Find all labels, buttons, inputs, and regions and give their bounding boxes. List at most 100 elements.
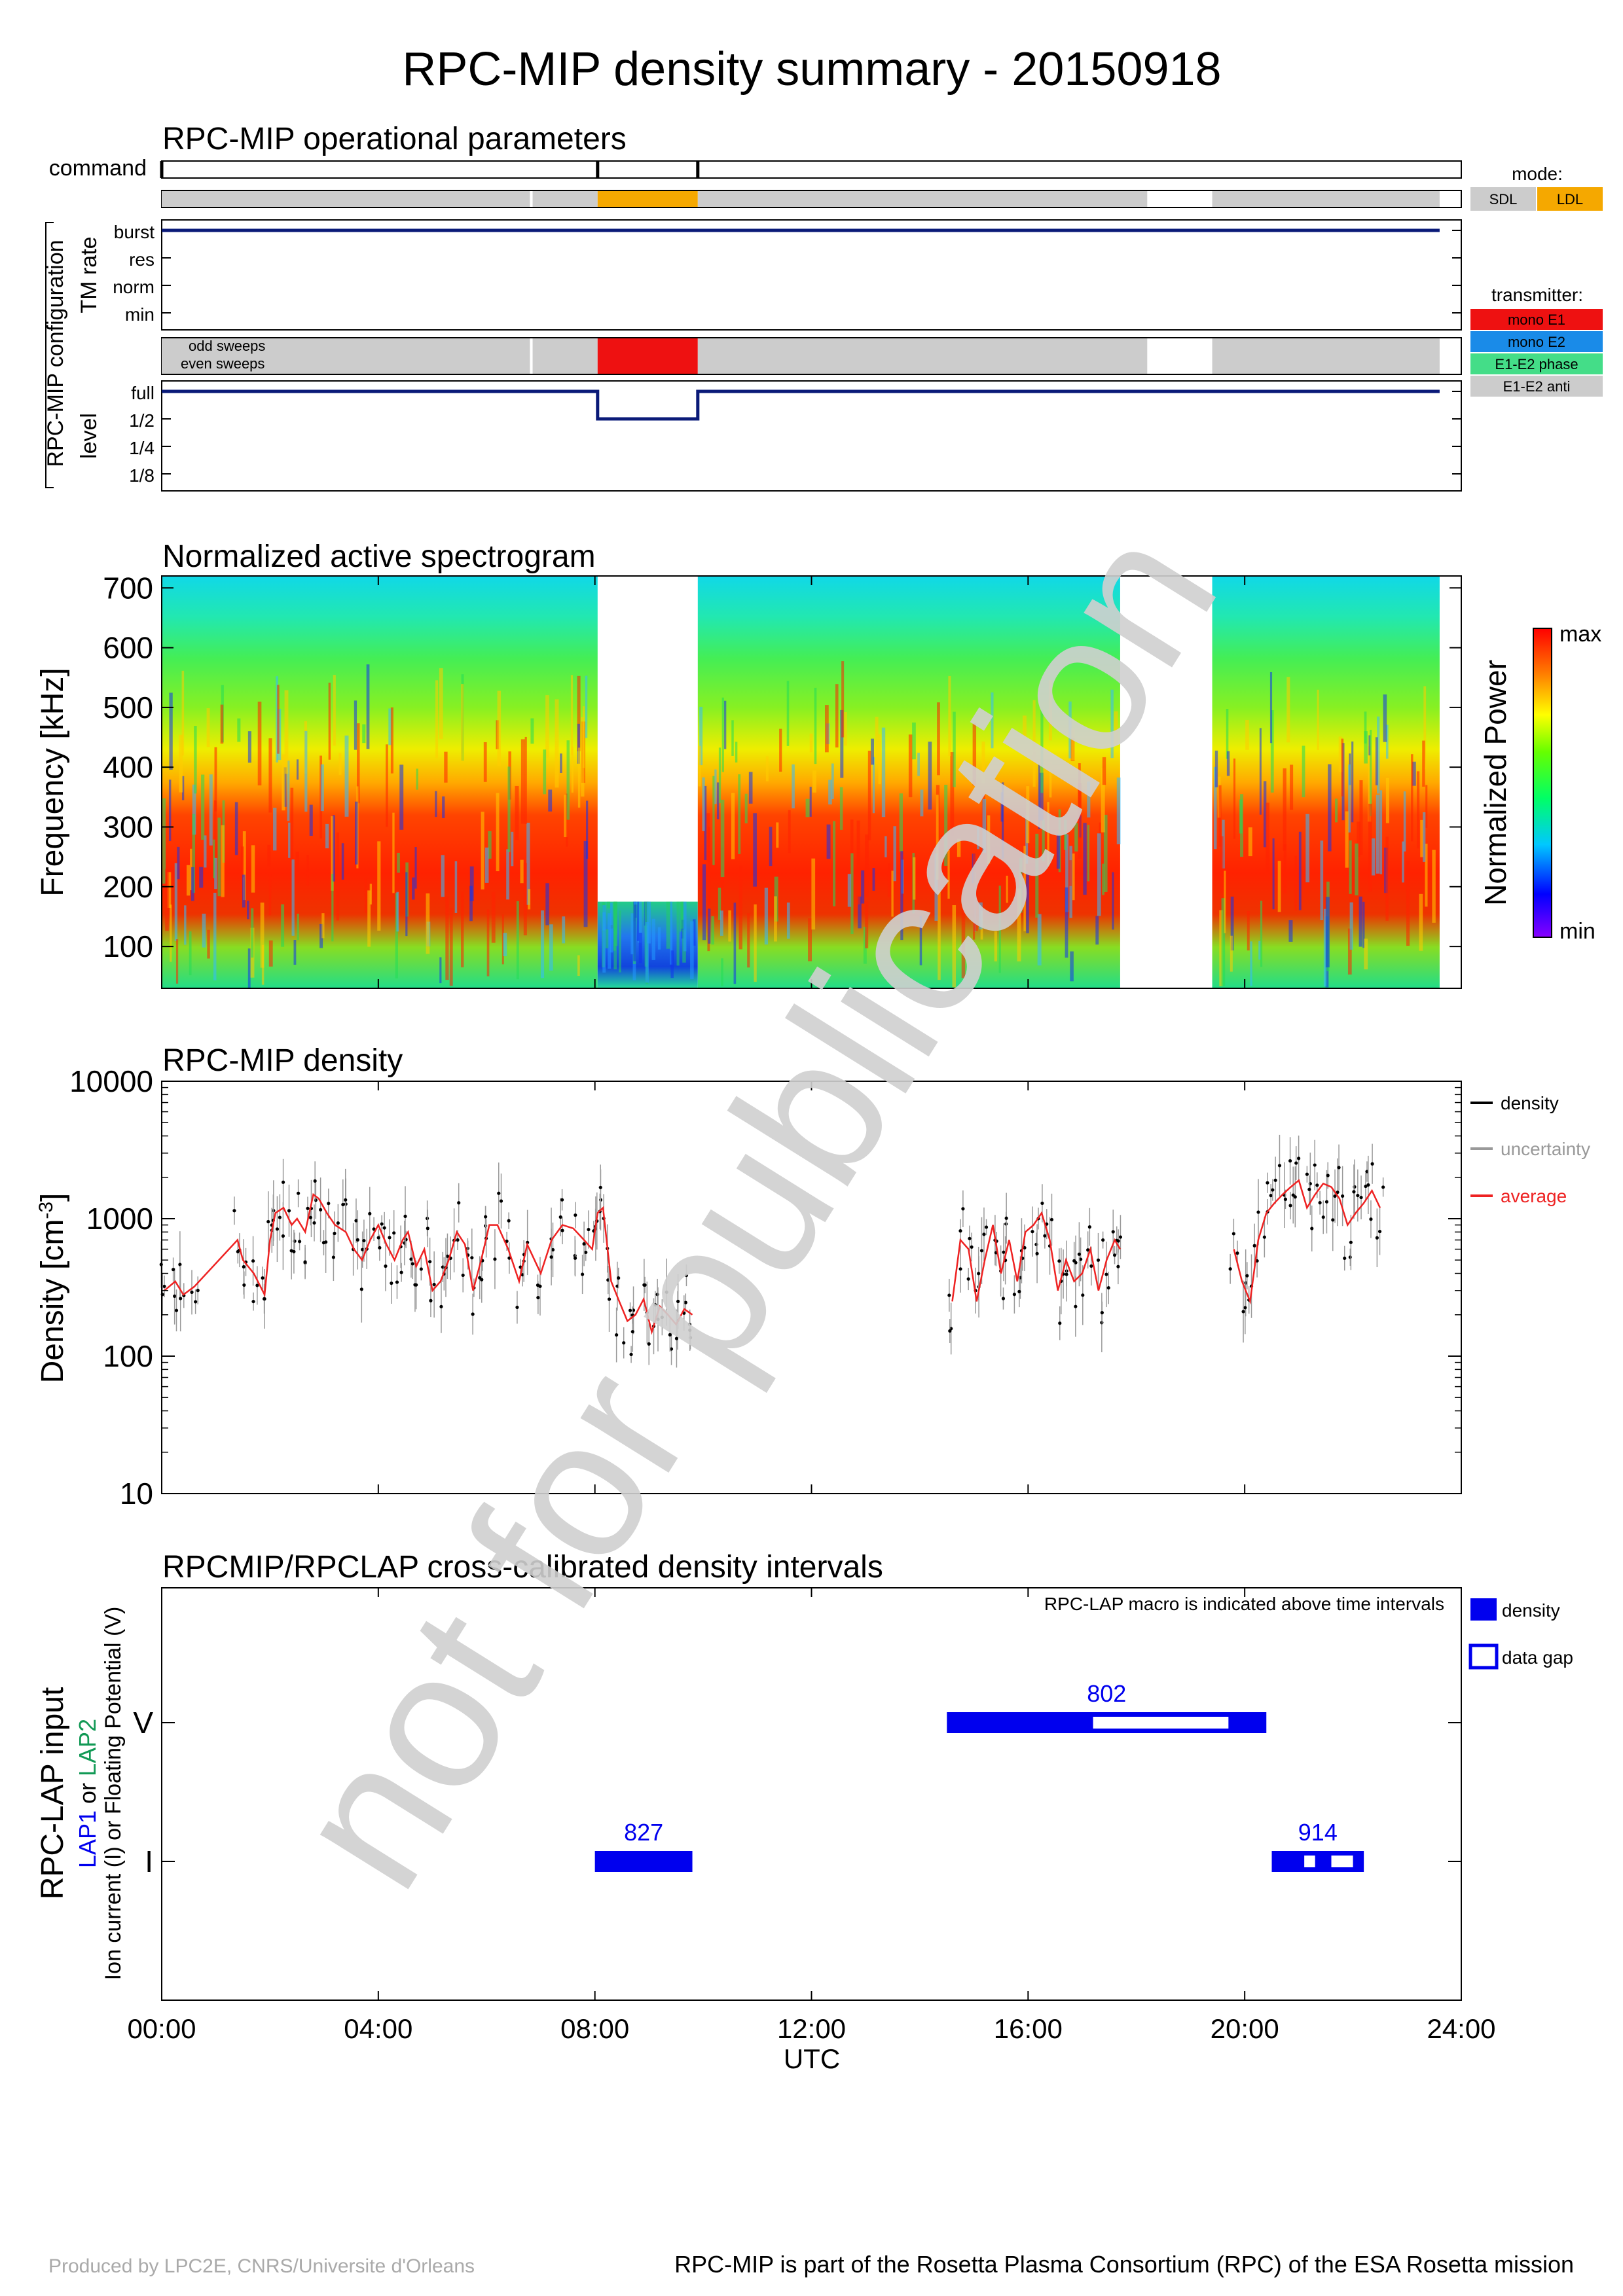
level-level-2: 1/4 [129, 438, 155, 458]
command-ticks [160, 161, 700, 178]
spectrogram-streak [503, 933, 507, 957]
spectrogram-streak [1069, 860, 1072, 886]
spectrogram-streak [367, 890, 371, 947]
density-point [961, 1207, 965, 1211]
spectrogram-streak [878, 734, 881, 785]
spectrogram-streak [1078, 763, 1081, 839]
spectrogram-streak [944, 785, 948, 866]
spectrogram-streak [833, 821, 836, 906]
density-point [1288, 1204, 1292, 1208]
spectrogram-streak [610, 928, 613, 953]
spectrogram-streak [891, 870, 894, 917]
density-point [382, 1226, 386, 1230]
density-point [445, 1254, 450, 1258]
tm-rate-level-min: min [125, 304, 155, 325]
colorbar-max: max [1559, 622, 1601, 647]
legend-average-label: average [1501, 1186, 1567, 1206]
spectrogram-streak [721, 958, 723, 986]
spectrogram-streak [1068, 701, 1072, 759]
spectrogram-streak [953, 711, 956, 787]
density-point [388, 1236, 392, 1240]
density-point [196, 1289, 200, 1293]
spectrogram-streak [416, 768, 418, 790]
density-point [520, 1273, 524, 1277]
spectrogram-streak [1317, 689, 1319, 751]
spectrogram-streak [297, 914, 299, 941]
legend-lap-density-swatch [1470, 1598, 1497, 1621]
spectrogram-streak [651, 918, 655, 960]
density-point [584, 1250, 588, 1255]
spectrogram-streak [1263, 781, 1267, 848]
density-point [558, 1215, 562, 1219]
spectrogram-streak [699, 706, 703, 766]
spectrogram-streak [936, 795, 939, 880]
density-point [319, 1208, 323, 1211]
spectrogram-streak [738, 774, 741, 854]
density-point [333, 1231, 337, 1236]
spectrogram-streak [718, 747, 721, 803]
spectrogram-streak [251, 845, 255, 893]
density-point [327, 1202, 331, 1206]
x-tick-label-6: 24:00 [1427, 2013, 1495, 2044]
spectrogram-streak [209, 774, 213, 846]
spectrogram-streak [369, 884, 372, 905]
spectrogram-streak [1323, 908, 1327, 987]
spectrogram-streak [1074, 823, 1078, 852]
lap-gap-914-1 [1331, 1856, 1353, 1867]
density-point [573, 1256, 577, 1260]
spectrogram-streak [273, 808, 277, 851]
spectrogram-streak [982, 798, 987, 853]
spectrogram-streak [835, 684, 839, 748]
spectrogram-streak [753, 813, 757, 887]
spectrogram-streak [1325, 897, 1330, 968]
spectrogram-streak [199, 867, 204, 888]
spectrogram-streak [1095, 916, 1099, 945]
spectrogram-streak [884, 836, 887, 857]
legend-mono-e2-swatch [1470, 331, 1603, 352]
panel3-title: RPC-MIP density [162, 1043, 403, 1078]
density-ytick-label-100: 100 [103, 1339, 153, 1373]
tm-rate-label: TM rate [77, 236, 101, 313]
spectrogram-streak [1422, 740, 1425, 787]
density-point [362, 1238, 366, 1243]
density-point [1341, 1194, 1345, 1198]
spectrogram-streak [690, 921, 694, 979]
spectrogram-streak [1056, 834, 1061, 869]
density-point [361, 1247, 365, 1251]
density-point [1004, 1216, 1008, 1220]
lap-macro-label-914: 914 [1298, 1819, 1338, 1846]
mode-segment-2 [597, 191, 698, 207]
spectrogram-streak [221, 825, 225, 897]
spectrogram-streak [341, 843, 344, 880]
density-point [1241, 1310, 1245, 1314]
x-tick-label-0: 00:00 [127, 2013, 196, 2044]
spectrogram-streak [1411, 754, 1413, 842]
density-ytick-label-10000: 10000 [69, 1064, 153, 1098]
spectrogram-streak [213, 800, 217, 857]
spectrogram-streak [162, 798, 166, 884]
spectrogram-streak [194, 726, 197, 794]
spectrogram-streak [1214, 750, 1218, 787]
density-point [266, 1219, 270, 1224]
legend-uncertainty-label: uncertainty [1501, 1139, 1590, 1159]
density-point [395, 1280, 399, 1284]
spectrogram-streak [1423, 686, 1427, 770]
spectrogram-streak [555, 699, 559, 788]
spectrogram-streak [698, 745, 701, 787]
spectrogram-streak [1040, 709, 1044, 793]
spectrogram-streak [856, 820, 860, 905]
spectrogram-streak [577, 747, 581, 808]
spectrogram-streak [630, 913, 634, 955]
spectrogram-streak [871, 738, 875, 765]
colorbar [1533, 628, 1552, 938]
spectrogram-streak [202, 913, 206, 948]
spectrogram-streak [928, 742, 932, 810]
density-point [359, 1287, 363, 1291]
density-point [1324, 1200, 1329, 1204]
density-point [439, 1304, 443, 1308]
density-point [1366, 1183, 1370, 1187]
spectrogram-streak [344, 735, 349, 817]
spectrogram-streak [977, 826, 979, 850]
density-point [1381, 1185, 1385, 1189]
spectrogram-streak [776, 822, 779, 848]
